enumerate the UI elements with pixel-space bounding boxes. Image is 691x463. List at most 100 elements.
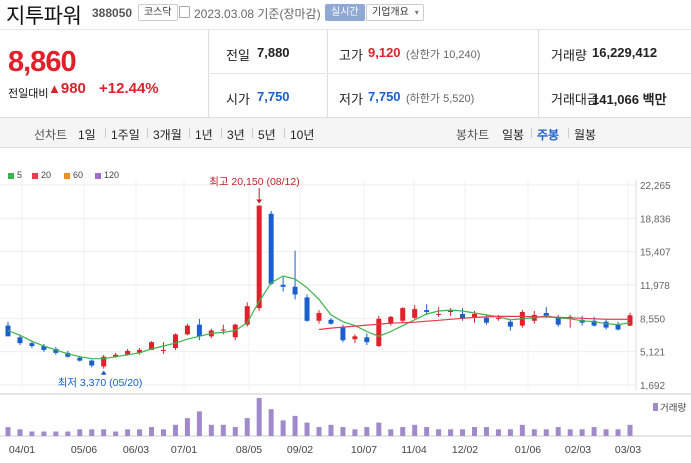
prev-close-label: 전일 [226, 48, 250, 63]
period-tab[interactable]: 1년 [195, 128, 213, 142]
open-value: 7,750 [257, 89, 290, 104]
period-tab[interactable]: 3년 [227, 128, 245, 142]
volume-bar [149, 427, 155, 436]
volume-bar [436, 429, 442, 436]
candle-body [603, 321, 609, 328]
candle-body [388, 316, 394, 324]
ma5-line [7, 275, 631, 360]
amount-value: 141,066 백만 [592, 92, 667, 107]
divider [208, 73, 691, 74]
realtime-button[interactable]: 실시간 [325, 4, 365, 21]
volume-bar [280, 420, 286, 436]
candle-body [41, 346, 47, 350]
tab-separator [531, 128, 532, 138]
volume-bar [292, 415, 298, 436]
low-label: 저가 [339, 92, 363, 107]
period-tab[interactable]: 3개월 [153, 128, 182, 142]
open-label: 시가 [226, 92, 250, 107]
volume-label: 거래량 [660, 402, 686, 414]
period-tab[interactable]: 1일 [78, 128, 96, 142]
volume-bar [555, 427, 561, 436]
candle-body [89, 360, 95, 366]
candle-body [184, 325, 190, 335]
candle-type-tab[interactable]: 일봉 [502, 128, 525, 142]
candle-body [161, 349, 166, 351]
candle-body [436, 313, 442, 315]
candle-type-tab[interactable]: 주봉 [537, 128, 560, 142]
period-tab[interactable]: 1주일 [111, 128, 140, 142]
x-tick-label: 04/01 [9, 444, 35, 456]
x-tick-label: 06/03 [123, 444, 149, 456]
volume-bar [460, 429, 466, 436]
ma20-line [318, 315, 630, 331]
candle-body [495, 317, 501, 319]
price-chart[interactable]: 22,26518,83615,40711,9788,5505,1211,692 … [0, 150, 691, 463]
volume-bar [448, 429, 454, 436]
high-label: 고가 [339, 48, 363, 63]
volume-bar [364, 427, 370, 436]
volume-bar [472, 427, 477, 436]
candle-body [101, 356, 107, 367]
volume-bar [603, 429, 609, 436]
candle-body [507, 321, 513, 327]
chart-toolbar [0, 117, 691, 148]
candle-type-tab[interactable]: 월봉 [574, 128, 597, 142]
candle-body [29, 343, 35, 347]
candle-body [424, 310, 430, 313]
volume-bar [495, 429, 501, 436]
share-icon[interactable] [179, 6, 190, 18]
candle-body [555, 316, 561, 325]
candle-body [149, 342, 155, 350]
volume-bar [316, 427, 322, 436]
tab-separator [105, 128, 106, 138]
volume-bar [244, 418, 250, 436]
x-tick-label: 10/07 [351, 444, 377, 456]
volume-legend-swatch [653, 403, 658, 411]
volume-bar [376, 422, 382, 436]
change-value: ▲980 [48, 80, 86, 97]
candle-body [364, 337, 370, 343]
candle-body [352, 336, 358, 340]
legend-item: 20 [32, 170, 51, 180]
as-of-date: 2023.03.08 기준(장마감) [194, 7, 321, 21]
volume-bar [17, 429, 23, 436]
volume-bar [125, 429, 131, 436]
company-info-button[interactable]: 기업개요 ▾ [366, 4, 424, 21]
volume-bar [328, 424, 334, 436]
candle-body [196, 324, 202, 337]
period-tab[interactable]: 5년 [258, 128, 276, 142]
line-chart-label: 선차트 [34, 128, 68, 142]
high-value: 9,120 [368, 45, 401, 60]
y-tick-label: 15,407 [640, 248, 671, 259]
x-tick-label: 07/01 [171, 444, 197, 456]
candle-body [376, 318, 382, 347]
x-tick-label: 08/05 [236, 444, 262, 456]
volume-bar [101, 429, 107, 436]
volume-bar [543, 429, 549, 436]
x-tick-label: 01/06 [515, 444, 541, 456]
candle-body [483, 317, 489, 323]
tab-separator [284, 128, 285, 138]
period-tab[interactable]: 10년 [290, 128, 315, 142]
volume-bar [220, 424, 226, 436]
prev-close-value: 7,880 [257, 45, 290, 60]
tab-separator [252, 128, 253, 138]
candle-body [77, 357, 83, 361]
x-tick-label: 05/06 [71, 444, 97, 456]
volume-bar [29, 431, 35, 436]
volume-bar [89, 429, 95, 436]
volume-bar [113, 431, 119, 436]
volume-bar [172, 424, 178, 436]
change-percent: +12.44% [99, 80, 159, 97]
volume-bar [519, 424, 525, 436]
candle-body [627, 315, 633, 326]
candle-body [256, 205, 262, 309]
current-price: 8,860 [8, 46, 77, 78]
volume-bar [579, 429, 585, 436]
volume-bar [137, 429, 143, 436]
legend-swatch [32, 172, 38, 179]
candle-body [448, 310, 454, 313]
candle-body [316, 312, 322, 321]
legend-item: 120 [95, 170, 119, 180]
candle-body [615, 324, 621, 330]
